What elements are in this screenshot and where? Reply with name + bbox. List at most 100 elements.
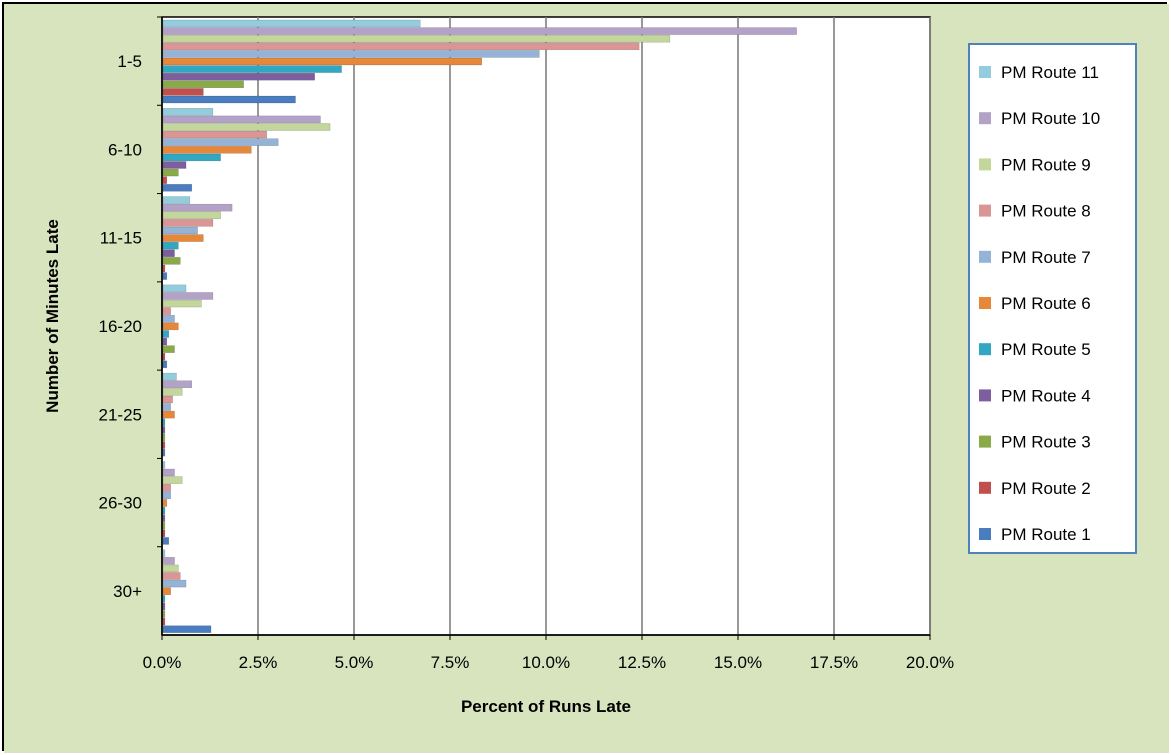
legend-entry: PM Route 9 xyxy=(1001,155,1091,174)
bar xyxy=(162,161,187,169)
bar xyxy=(162,461,166,469)
bar xyxy=(162,72,315,81)
bar xyxy=(162,130,267,139)
bar xyxy=(162,50,540,58)
bar xyxy=(162,337,168,346)
legend-swatch xyxy=(979,481,991,494)
legend-swatch xyxy=(979,343,991,356)
bar xyxy=(162,537,170,545)
bar xyxy=(162,176,168,184)
bar xyxy=(162,146,252,154)
legend-entry: PM Route 6 xyxy=(1001,294,1091,313)
y-axis-title: Number of Minutes Late xyxy=(43,219,62,413)
bar xyxy=(162,241,179,250)
bar xyxy=(162,521,166,530)
legend-box xyxy=(968,43,1137,554)
legend-entry: PM Route 1 xyxy=(1001,525,1091,544)
bar xyxy=(162,602,166,611)
bar xyxy=(162,299,202,308)
bar xyxy=(162,617,166,626)
bars xyxy=(162,19,797,633)
bar xyxy=(162,491,171,500)
x-tick-label: 17.5% xyxy=(810,653,858,672)
bar xyxy=(162,557,175,565)
y-tick-label: 16-20 xyxy=(99,317,142,336)
legend-swatch xyxy=(979,204,991,217)
bar-chart: 0.0% 2.5% 5.0% 7.5% 10.0% 12.5% 15.0% 17.5% 20.0… xyxy=(4,4,1169,753)
bar xyxy=(162,219,214,227)
x-tick-label: 20.0% xyxy=(906,653,954,672)
bar xyxy=(162,168,179,177)
bar xyxy=(162,579,187,588)
bar xyxy=(162,441,166,449)
bar xyxy=(162,433,166,442)
bar xyxy=(162,410,175,419)
x-tick-label: 2.5% xyxy=(239,653,278,672)
bar xyxy=(162,514,166,522)
bar xyxy=(162,88,204,96)
x-axis-title: Percent of Runs Late xyxy=(461,697,631,716)
legend-entry: PM Route 5 xyxy=(1001,340,1091,359)
bar xyxy=(162,234,204,242)
bar xyxy=(162,395,173,404)
bar xyxy=(162,418,166,426)
bar xyxy=(162,315,175,323)
bar xyxy=(162,80,244,89)
bar xyxy=(162,483,171,492)
bar xyxy=(162,330,170,338)
bar xyxy=(162,203,233,212)
legend-entry: PM Route 7 xyxy=(1001,248,1091,267)
bar xyxy=(162,138,279,146)
x-tick-label: 5.0% xyxy=(335,653,374,672)
bar xyxy=(162,322,179,331)
legend-swatch xyxy=(979,435,991,448)
legend-entry: PM Route 4 xyxy=(1001,386,1091,405)
bar xyxy=(162,115,321,124)
bar xyxy=(162,307,171,315)
bar xyxy=(162,65,342,73)
x-tick-label: 0.0% xyxy=(143,653,182,672)
bar xyxy=(162,108,214,116)
bar xyxy=(162,549,166,557)
bar xyxy=(162,292,214,300)
bar xyxy=(162,257,181,265)
legend-entry: PM Route 3 xyxy=(1001,433,1091,452)
legend-swatch xyxy=(979,528,991,540)
gridlines xyxy=(257,17,931,635)
bar xyxy=(162,506,166,515)
bar xyxy=(162,42,640,51)
bar xyxy=(162,153,221,162)
bar xyxy=(162,27,797,35)
bar xyxy=(162,380,193,388)
bar xyxy=(162,57,482,66)
bar xyxy=(162,34,671,43)
bar xyxy=(162,360,168,369)
bar xyxy=(162,595,166,603)
legend-entry: PM Route 11 xyxy=(1001,63,1099,82)
bar xyxy=(162,476,183,484)
legend-swatch xyxy=(979,250,991,263)
bar xyxy=(162,353,166,361)
x-tick-label: 10.0% xyxy=(522,653,570,672)
bar xyxy=(162,610,166,618)
x-tick-label: 15.0% xyxy=(714,653,762,672)
legend-swatch xyxy=(979,112,991,125)
y-tick-label: 1-5 xyxy=(117,52,142,71)
bar xyxy=(162,625,212,633)
bar xyxy=(162,372,177,381)
bar xyxy=(162,499,168,507)
legend-entry: PM Route 8 xyxy=(1001,202,1091,221)
bar xyxy=(162,184,193,192)
bar xyxy=(162,264,166,273)
bar xyxy=(162,123,331,131)
bar xyxy=(162,587,171,595)
bar xyxy=(162,529,166,538)
bar xyxy=(162,19,421,28)
bar xyxy=(162,448,166,457)
legend-swatch xyxy=(979,66,991,78)
legend-entry: PM Route 10 xyxy=(1001,109,1100,128)
x-tick-label: 7.5% xyxy=(431,653,470,672)
bar xyxy=(162,211,221,220)
legend-entry: PM Route 2 xyxy=(1001,479,1091,498)
